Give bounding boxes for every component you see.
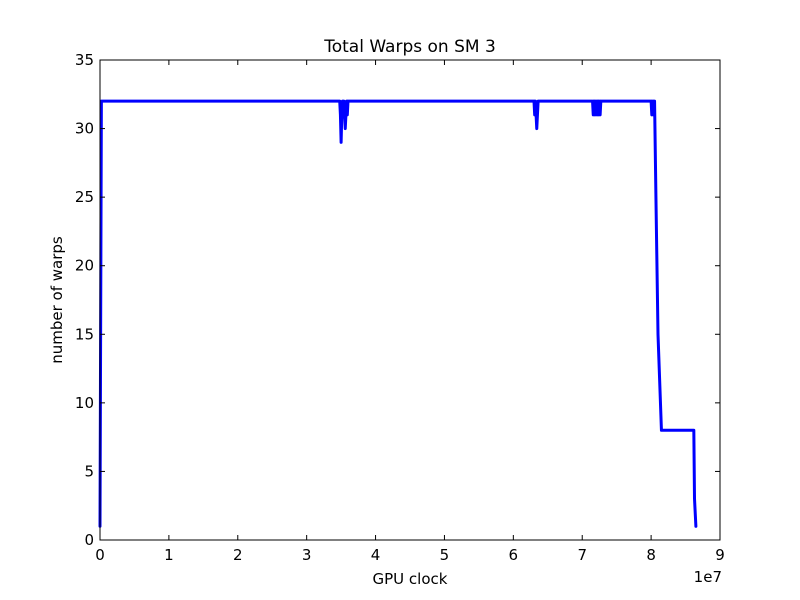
series-layer	[98, 99, 698, 528]
plot-area	[100, 60, 720, 540]
series-line	[98, 99, 698, 528]
y-tick-label: 0	[84, 531, 94, 549]
plot-frame	[99, 59, 721, 541]
x-tick-label: 2	[233, 546, 243, 564]
y-tick-label: 10	[75, 394, 94, 412]
y-tick-label: 5	[84, 462, 94, 480]
x-axis-label: GPU clock	[373, 570, 448, 588]
y-tick-label: 35	[75, 51, 94, 69]
x-tick-label: 3	[302, 546, 312, 564]
x-tick-label: 6	[509, 546, 519, 564]
x-tick-label: 0	[95, 546, 105, 564]
y-tick-label: 30	[75, 120, 94, 138]
x-tick-label: 7	[577, 546, 587, 564]
x-tick-label: 5	[440, 546, 450, 564]
y-axis-label: number of warps	[48, 236, 66, 364]
x-tick-label: 8	[646, 546, 656, 564]
tick-layer: 0 1 2 3 4 5 6 7 8 9 0 5 10 15 20 25 30 35	[75, 51, 725, 564]
x-tick-label: 9	[715, 546, 725, 564]
x-tick-label: 4	[371, 546, 381, 564]
x-axis-offset-label: 1e7	[694, 568, 722, 586]
y-tick-label: 20	[75, 257, 94, 275]
y-tick-label: 15	[75, 325, 94, 343]
y-tick-label: 25	[75, 188, 94, 206]
chart-title: Total Warps on SM 3	[323, 37, 496, 57]
x-tick-label: 1	[164, 546, 174, 564]
